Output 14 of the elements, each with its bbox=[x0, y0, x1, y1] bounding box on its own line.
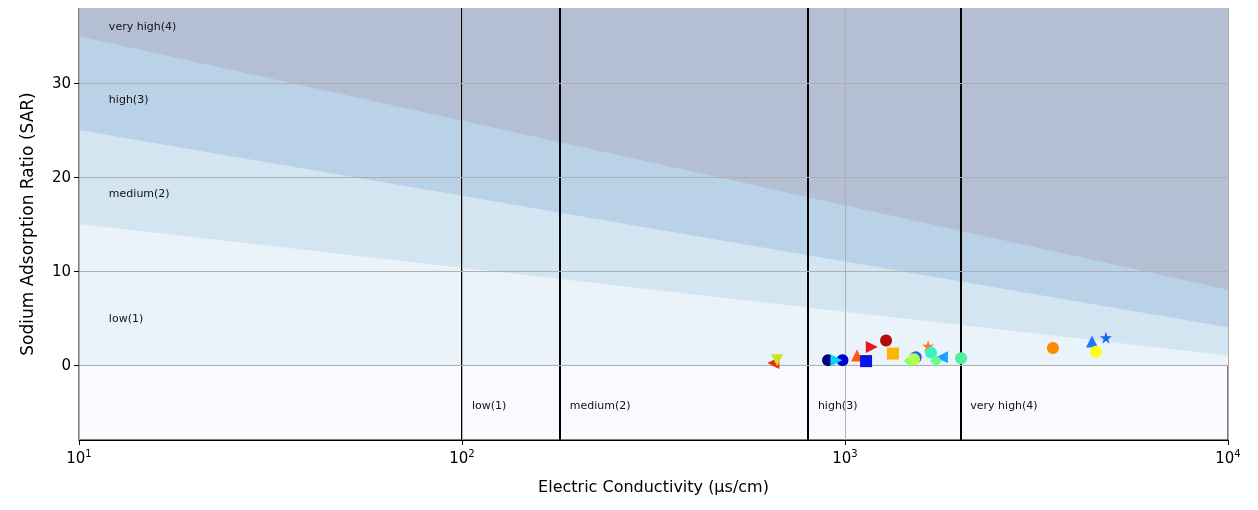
ref-line-label: medium(2) bbox=[569, 398, 631, 412]
ref-line-label: low(1) bbox=[472, 398, 507, 412]
series-label: low(1) bbox=[108, 311, 144, 325]
series-label: very high(4) bbox=[108, 20, 177, 34]
y-tick-label: 30 bbox=[51, 74, 71, 93]
series-label: high(3) bbox=[108, 92, 149, 106]
ref-line-label: very high(4) bbox=[970, 398, 1038, 412]
y-axis-title: Sodium Adsorption Ratio (SAR) bbox=[16, 92, 37, 356]
y-tick-label: 0 bbox=[61, 355, 71, 374]
ref-line-label: high(3) bbox=[817, 398, 858, 412]
y-tick-label: 20 bbox=[51, 168, 71, 187]
series-label: medium(2) bbox=[108, 186, 170, 200]
x-axis-title: Electric Conductivity (μs/cm) bbox=[538, 476, 769, 496]
y-tick-label: 10 bbox=[51, 261, 71, 280]
